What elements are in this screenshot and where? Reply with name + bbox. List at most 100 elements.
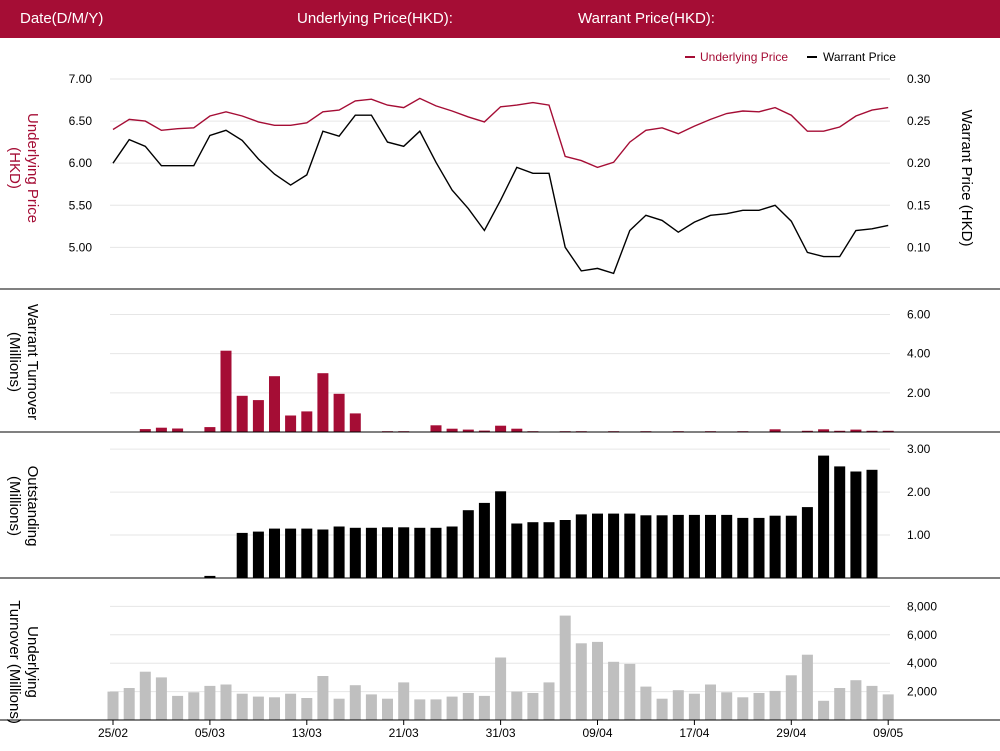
outstanding-bar [333,526,345,578]
underlying-turnover-bar [204,685,216,720]
underlying-turnover-tick-label: 4,000 [907,656,937,670]
warrant-turnover-bar [818,429,830,432]
bar-series [107,350,894,720]
underlying-turnover-bar [818,700,830,720]
outstanding-bar [204,575,216,578]
underlying-turnover-bar [107,691,119,720]
underlying-turnover-bar [155,677,167,720]
underlying-turnover-bar [543,682,555,720]
outstanding-bar [478,502,490,578]
outstanding-bar [705,514,716,578]
panel-dividers [0,288,1000,725]
warrant-turnover-bar [866,430,878,432]
tick-labels: 7.00 6.50 6.00 5.50 5.00 0.30 0.25 0.20 0.15 0.10… [69,72,938,740]
outstanding-bar [624,513,636,578]
price-left-tick-label: 7.00 [69,72,93,86]
underlying-turnover-bar [688,693,700,720]
price-right-tick-label: 0.20 [907,156,931,170]
warrant-turnover-bar [850,429,862,432]
underlying-turnover-bar [624,663,636,720]
warrant-turnover-bar [511,428,523,432]
underlying-turnover-bar [333,698,345,720]
outstanding-bar [446,526,458,578]
underlying-turnover-bar [301,698,313,720]
underlying-turnover-bar [721,692,733,720]
outstanding-bar [349,527,361,578]
underlying-turnover-bar [559,615,571,720]
price-right-tick-label: 0.30 [907,72,931,86]
underlying-turnover-bar [398,682,410,720]
outstanding-bar [801,507,813,578]
x-tick-label: 31/03 [486,726,516,740]
underlying-turnover-bar [236,693,248,720]
outstanding-bar [866,469,878,578]
underlying-turnover-bar [785,675,797,720]
underlying-turnover-bar [672,690,684,720]
outstanding-bar [236,532,248,578]
axis-titles: Underlying Price(HKD) Warrant Price (HKD)… [6,110,975,724]
warrant-turnover-bar [495,425,507,432]
underlying-turnover-bar [511,691,523,720]
underlying-price-axis-title-unit: (HKD) [6,147,23,189]
outstanding-bar [543,522,555,578]
outstanding-bar [850,471,862,578]
warrant-turnover-bar [236,395,248,432]
price-lines [112,97,889,275]
outstanding-bar [737,517,749,578]
underlying-turnover-bar [414,699,426,720]
warrant-turnover-bar [882,430,894,432]
underlying-turnover-bar [349,685,361,720]
warrant-turnover-axis-title: Warrant Turnover [24,304,41,420]
underlying-turnover-tick-label: 8,000 [907,599,937,613]
underlying-turnover-bar [478,695,490,720]
x-tick-label: 29/04 [776,726,806,740]
warrant-turnover-axis-title-line2: (Millions) [6,332,23,392]
outstanding-bar [285,528,297,578]
x-tick-label: 17/04 [679,726,709,740]
underlying-turnover-bar [123,688,135,720]
underlying-turnover-bar [365,694,377,720]
outstanding-bar [721,514,733,578]
outstanding-bar [592,513,603,578]
underlying-turnover-tick-label: 6,000 [907,628,937,642]
warrant-price-axis-title: Warrant Price (HKD) [958,110,975,247]
underlying-turnover-axis-title-line2: Turnover (Millions) [6,600,23,724]
underlying-turnover-bar [139,671,151,720]
outstanding-axis-title: Outstanding [24,466,41,547]
x-tick-label: 13/03 [292,726,322,740]
outstanding-bar [317,529,329,578]
outstanding-tick-label: 2.00 [907,485,931,499]
outstanding-bar [608,513,620,578]
chart-area: 7.00 6.50 6.00 5.50 5.00 0.30 0.25 0.20 0.15 0.10… [0,50,1000,740]
underlying-turnover-bar [527,693,539,720]
underlying-turnover-bar [382,698,393,720]
outstanding-tick-label: 3.00 [907,442,931,456]
warrant-turnover-tick-label: 2.00 [907,386,931,400]
date-label: Date(D/M/Y) [20,10,104,27]
underlying-turnover-bar [656,698,668,720]
warrant-turnover-bar [769,429,781,432]
outstanding-bar [769,515,781,578]
warrant-turnover-bar [430,425,442,432]
outstanding-bar [527,522,539,578]
underlying-turnover-bar [172,695,184,720]
warrant-turnover-bar [155,427,167,432]
warrant-turnover-bar [301,411,313,432]
warrant-turnover-bar [204,427,216,432]
outstanding-bar [398,527,410,578]
underlying-turnover-bar [317,676,329,720]
warrant-price-label: Warrant Price(HKD): [578,10,715,27]
warrant-turnover-bar [139,429,151,432]
warrant-turnover-bar [269,376,280,432]
outstanding-bar [753,517,765,578]
warrant-turnover-bar [333,393,345,432]
underlying-turnover-bar [850,680,862,720]
warrant-turnover-bar [285,415,297,432]
underlying-turnover-bar [608,661,620,720]
outstanding-bar [365,527,377,578]
legend-warrant-label: Warrant Price [823,50,896,64]
warrant-turnover-tick-label: 6.00 [907,307,931,321]
x-tick-label: 05/03 [195,726,225,740]
outstanding-bar [640,515,652,578]
underlying-turnover-bar [592,641,603,720]
